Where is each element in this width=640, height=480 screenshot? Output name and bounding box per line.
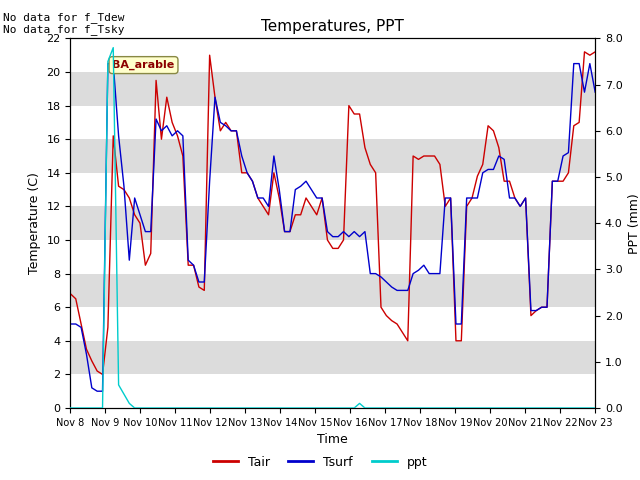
Text: BA_arable: BA_arable bbox=[113, 60, 175, 70]
Text: No data for f_Tdew
No data for f_Tsky: No data for f_Tdew No data for f_Tsky bbox=[3, 12, 125, 36]
Bar bbox=[70, 106, 595, 139]
Y-axis label: Temperature (C): Temperature (C) bbox=[28, 172, 41, 274]
Bar bbox=[70, 307, 595, 341]
Bar bbox=[70, 240, 595, 274]
Bar bbox=[70, 173, 595, 206]
Bar bbox=[70, 38, 595, 72]
Title: Temperatures, PPT: Temperatures, PPT bbox=[261, 20, 404, 35]
Bar bbox=[70, 374, 595, 408]
X-axis label: Time: Time bbox=[317, 433, 348, 446]
Legend: Tair, Tsurf, ppt: Tair, Tsurf, ppt bbox=[207, 451, 433, 474]
Y-axis label: PPT (mm): PPT (mm) bbox=[628, 193, 640, 253]
